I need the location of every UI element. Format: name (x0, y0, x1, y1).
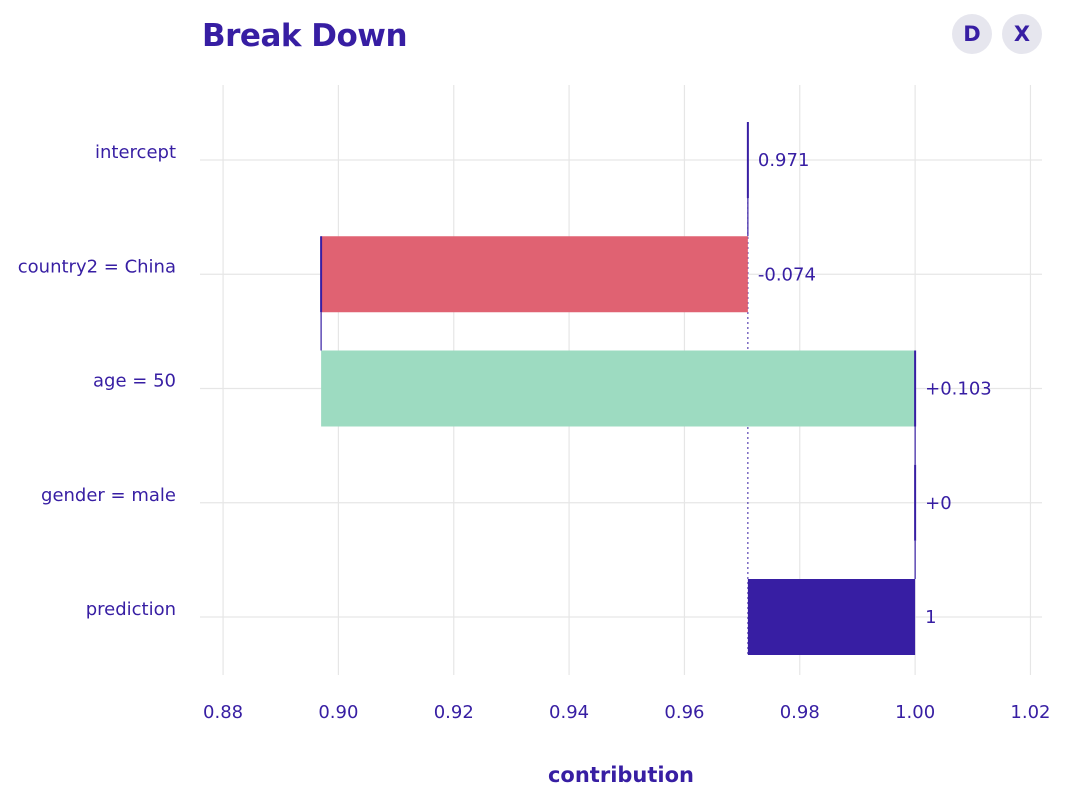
category-label: intercept (95, 142, 176, 163)
value-label: +0.103 (925, 379, 992, 400)
close-button[interactable]: X (1002, 14, 1042, 54)
category-label: age = 50 (93, 371, 176, 392)
bars (320, 122, 917, 655)
negative-bar (321, 236, 748, 313)
x-tick-label: 1.02 (1010, 702, 1050, 723)
category-label: gender = male (41, 485, 176, 506)
value-label: -0.074 (758, 264, 816, 285)
d-button[interactable]: D (952, 14, 992, 54)
x-tick-label: 0.96 (664, 702, 704, 723)
positive-bar (321, 350, 916, 427)
prediction-bar (747, 579, 916, 655)
value-label: 1 (925, 607, 936, 628)
x-tick-label: 0.94 (549, 702, 589, 723)
labels: 0.88 0.90 0.92 0.94 0.96 0.98 1.00 1.02 intercep… (18, 142, 1051, 723)
category-label: prediction (86, 599, 176, 620)
x-tick-label: 0.92 (434, 702, 474, 723)
x-tick-label: 0.88 (203, 702, 243, 723)
x-tick-label: 0.98 (780, 702, 820, 723)
x-tick-label: 1.00 (895, 702, 935, 723)
value-label: +0 (925, 493, 952, 514)
value-label: 0.971 (758, 150, 810, 171)
x-axis-title: contribution (548, 763, 694, 787)
x-tick-label: 0.90 (318, 702, 358, 723)
chart-title: Break Down (202, 18, 408, 54)
category-label: country2 = China (18, 256, 176, 277)
